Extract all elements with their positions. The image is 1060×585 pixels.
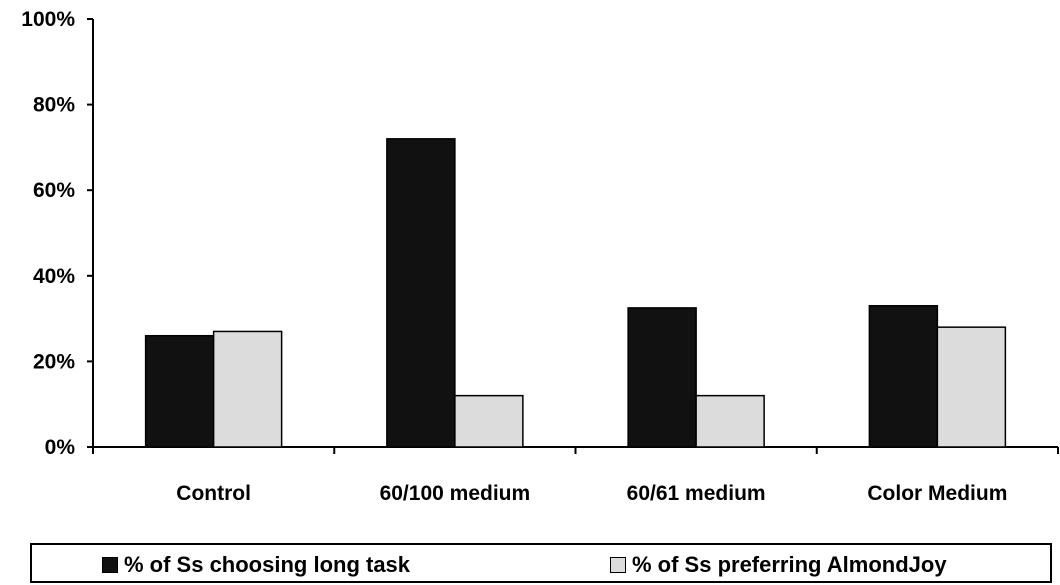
category-label: Control (176, 482, 251, 505)
legend-item-almondjoy: % of Ss preferring AlmondJoy (610, 552, 947, 578)
legend-swatch-long-task (102, 557, 118, 573)
y-tick-label: 20% (33, 350, 75, 373)
bar-long-task (386, 138, 456, 448)
y-tick-label: 40% (33, 265, 75, 288)
bar-almondjoy (695, 394, 765, 448)
y-tick-label: 0% (45, 436, 76, 459)
legend-swatch-almondjoy (610, 557, 626, 573)
y-tick-label: 80% (33, 94, 75, 117)
legend-label-almondjoy: % of Ss preferring AlmondJoy (632, 552, 947, 577)
bar-almondjoy (212, 330, 283, 448)
category-label: 60/100 medium (380, 482, 531, 505)
bar-almondjoy (936, 326, 1007, 448)
plot-area: 0% 20% 40% 60% 80% 100% Control 60/100 medium 60… (21, 8, 1059, 505)
bar-chart: 0% 20% 40% 60% 80% 100% Control 60/100 medium 60… (21, 8, 1059, 505)
legend: % of Ss choosing long task % of Ss prefe… (30, 543, 1052, 583)
bar-long-task (627, 307, 697, 448)
bar-long-task (868, 305, 939, 448)
y-tick-label: 60% (33, 179, 75, 202)
legend-label-long-task: % of Ss choosing long task (124, 552, 411, 577)
bar-long-task (144, 334, 215, 448)
bar-almondjoy (454, 394, 524, 448)
y-tick-label: 100% (21, 8, 75, 31)
category-label: 60/61 medium (627, 482, 766, 505)
category-label: Color Medium (867, 482, 1007, 505)
legend-item-long-task: % of Ss choosing long task (102, 552, 410, 578)
